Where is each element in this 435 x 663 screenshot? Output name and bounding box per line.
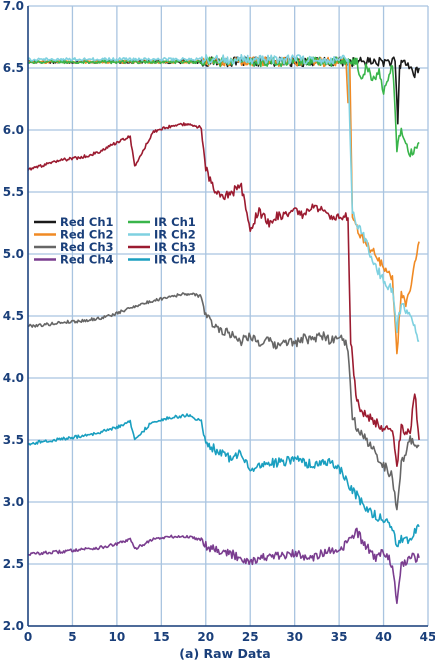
legend-item: Red Ch1: [34, 215, 114, 229]
legend-label: Red Ch1: [60, 215, 114, 229]
legend-label: IR Ch2: [154, 228, 196, 242]
legend-label: IR Ch4: [154, 253, 196, 267]
series-line-ir-ch2: [27, 54, 420, 342]
y-tick-label: 2.0: [3, 619, 24, 633]
y-tick-label: 4.5: [3, 309, 24, 323]
y-tick-label: 3.5: [3, 433, 24, 447]
legend-label: Red Ch4: [60, 253, 114, 267]
series-line-red-ch3: [27, 292, 420, 511]
x-tick-label: 25: [242, 630, 259, 644]
series-line-ir-ch1: [27, 56, 420, 158]
series-line-ir-ch3: [27, 122, 420, 467]
x-tick-label: 0: [24, 630, 32, 644]
x-tick-label: 30: [286, 630, 303, 644]
axes: [27, 6, 428, 627]
legend-label: IR Ch1: [154, 215, 196, 229]
y-tick-label: 4.0: [3, 371, 24, 385]
legend-label: IR Ch3: [154, 240, 196, 254]
series-line-ir-ch4: [27, 413, 420, 548]
legend-item: IR Ch3: [128, 240, 196, 254]
series-line-red-ch1: [27, 56, 420, 125]
legend-label: Red Ch2: [60, 228, 114, 242]
legend-item: Red Ch4: [34, 253, 114, 267]
series-line-red-ch4: [28, 527, 420, 605]
y-tick-label: 6.0: [3, 123, 24, 137]
legend-item: Red Ch2: [34, 228, 114, 242]
x-tick-label: 45: [420, 630, 435, 644]
x-tick-label: 5: [68, 630, 76, 644]
y-tick-label: 7.0: [3, 0, 24, 13]
x-tick-label: 10: [109, 630, 126, 644]
x-axis-label: (a) Raw Data: [179, 646, 270, 661]
y-tick-label: 6.5: [3, 61, 24, 75]
legend-item: IR Ch4: [128, 253, 196, 267]
y-tick-label: 2.5: [3, 557, 24, 571]
legend-item: IR Ch1: [128, 215, 196, 229]
series-line-red-ch2: [27, 56, 420, 355]
legend-item: Red Ch3: [34, 240, 114, 254]
series-lines: [27, 54, 420, 605]
legend-label: Red Ch3: [60, 240, 114, 254]
y-tick-label: 5.5: [3, 185, 24, 199]
x-tick-label: 40: [375, 630, 392, 644]
x-tick-label: 35: [331, 630, 348, 644]
y-tick-label: 3.0: [3, 495, 24, 509]
y-tick-label: 5.0: [3, 247, 24, 261]
legend-item: IR Ch2: [128, 228, 196, 242]
tick-labels: 0 5 10 15 20 25 30 35 40 45 2.0 2.5 3.0 3.5 4.0 4.5 5.0 5…: [3, 0, 435, 644]
grid: [27, 5, 429, 627]
x-tick-label: 15: [153, 630, 170, 644]
x-tick-label: 20: [197, 630, 214, 644]
